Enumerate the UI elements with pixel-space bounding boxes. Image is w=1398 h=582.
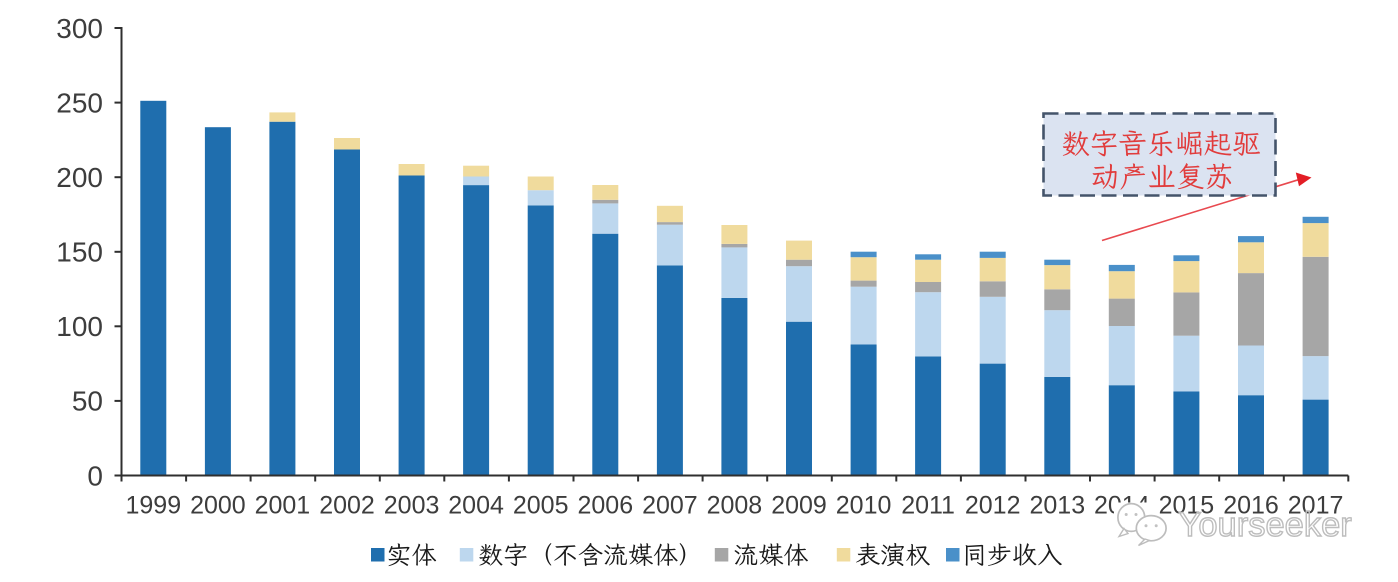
- svg-text:2004: 2004: [448, 492, 504, 520]
- svg-text:2016: 2016: [1223, 492, 1279, 520]
- svg-text:2012: 2012: [965, 492, 1021, 520]
- svg-text:2011: 2011: [901, 492, 955, 520]
- svg-text:Yourseeker: Yourseeker: [1179, 506, 1352, 544]
- svg-text:100: 100: [56, 311, 103, 342]
- svg-text:2003: 2003: [384, 492, 440, 520]
- svg-text:2005: 2005: [513, 492, 569, 520]
- svg-text:2006: 2006: [577, 492, 633, 520]
- svg-text:2008: 2008: [707, 492, 763, 520]
- svg-text:150: 150: [56, 237, 103, 268]
- svg-text:2002: 2002: [319, 492, 375, 520]
- svg-text:2007: 2007: [642, 492, 698, 520]
- svg-text:2009: 2009: [771, 492, 827, 520]
- svg-text:2000: 2000: [190, 492, 246, 520]
- svg-text:2010: 2010: [836, 492, 892, 520]
- svg-text:1999: 1999: [125, 492, 181, 520]
- svg-text:200: 200: [56, 162, 103, 193]
- svg-text:0: 0: [87, 460, 103, 491]
- svg-text:2017: 2017: [1288, 492, 1344, 520]
- svg-text:250: 250: [56, 87, 103, 118]
- svg-text:2013: 2013: [1029, 492, 1085, 520]
- svg-text:2001: 2001: [255, 492, 311, 520]
- svg-text:50: 50: [72, 386, 103, 417]
- svg-text:300: 300: [56, 13, 103, 44]
- svg-text:2015: 2015: [1159, 492, 1215, 520]
